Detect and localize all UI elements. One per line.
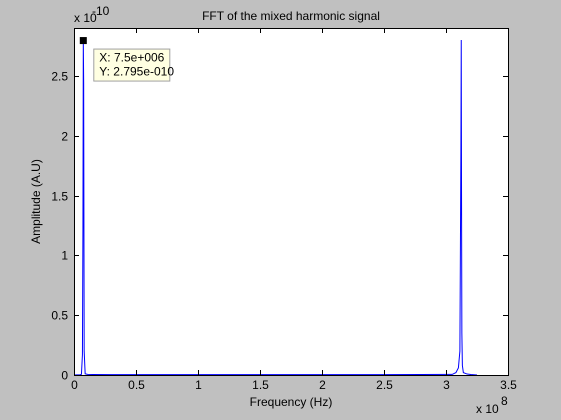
x-exponent-base: x 10 [476,402,499,416]
y-axis-ticks: 0 0.5 1 1.5 2 2.5 [51,70,508,383]
x-tick-label: 2.5 [376,378,393,392]
axes-frame [74,28,509,376]
y-tick-label: 2.5 [51,70,68,84]
datatip-x-text: X: 7.5e+006 [99,51,164,65]
data-cursor-tooltip[interactable]: X: 7.5e+006 Y: 2.795e-010 [79,37,175,82]
y-tick-label: 0.5 [51,309,68,323]
y-axis-label: Amplitude (A.U) [29,159,43,244]
y-tick-label: 0 [61,369,68,383]
x-tick-label: 3.5 [500,378,517,392]
y-axis-exponent: x 10 -10 [74,4,110,25]
datatip-y-text: Y: 2.795e-010 [99,65,174,79]
x-axis-exponent: x 10 8 [476,394,508,416]
datatip-marker[interactable] [79,37,87,45]
y-tick-label: 1.5 [51,190,68,204]
x-axis-label: Frequency (Hz) [250,395,333,409]
plot-area [74,28,508,375]
x-tick-label: 1 [195,378,202,392]
series-layer [73,39,478,376]
x-axis-ticks: 0 0.5 1 1.5 2 2.5 3 3.5 [71,28,517,392]
fft-series-line-0 [73,39,478,376]
chart-title: FFT of the mixed harmonic signal [202,9,380,23]
y-exponent-base: x 10 [74,11,97,25]
x-tick-label: 2 [319,378,326,392]
x-tick-label: 1.5 [252,378,269,392]
x-exponent-power: 8 [501,394,508,408]
y-exponent-power: -10 [92,4,110,18]
y-tick-label: 2 [61,130,68,144]
y-tick-label: 1 [61,249,68,263]
x-tick-label: 3 [443,378,450,392]
datatip-box[interactable] [93,48,171,82]
x-tick-label: 0 [71,378,78,392]
x-tick-label: 0.5 [128,378,145,392]
